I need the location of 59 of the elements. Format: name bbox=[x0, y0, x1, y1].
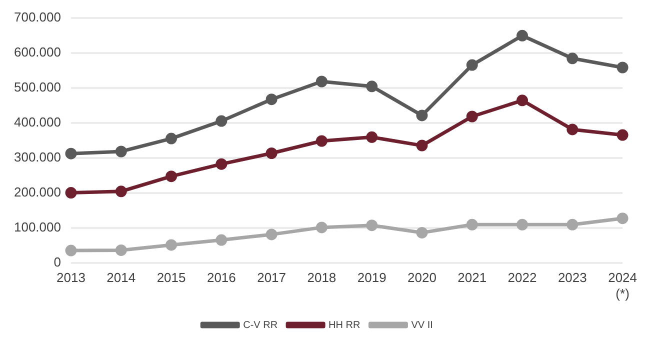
point bbox=[466, 218, 478, 230]
point bbox=[316, 135, 328, 147]
point bbox=[416, 226, 428, 238]
y-tick-label: 100.000 bbox=[14, 219, 61, 234]
x-tick-label: 2017 bbox=[257, 270, 286, 286]
point bbox=[566, 218, 578, 230]
point bbox=[466, 110, 478, 122]
point bbox=[616, 212, 628, 224]
x-tick-label: 2016 bbox=[206, 270, 236, 286]
point bbox=[216, 234, 228, 246]
x-tick-label: 2022 bbox=[508, 270, 537, 286]
point bbox=[266, 94, 278, 106]
y-tick-label: 500.000 bbox=[14, 79, 61, 94]
point bbox=[566, 124, 578, 136]
y-tick-label: 0 bbox=[54, 254, 61, 270]
point bbox=[65, 244, 77, 256]
point bbox=[366, 80, 378, 92]
point bbox=[166, 170, 178, 182]
point bbox=[316, 222, 328, 234]
x-tick-label: 2019 bbox=[357, 270, 386, 286]
point bbox=[516, 218, 528, 230]
point bbox=[166, 132, 178, 144]
point bbox=[366, 220, 378, 232]
x-tick-label: 2021 bbox=[458, 270, 487, 286]
x-tick-label: 2023 bbox=[558, 270, 587, 286]
point bbox=[466, 59, 478, 71]
y-tick-label: 300.000 bbox=[14, 149, 61, 164]
y-tick-label: 200.000 bbox=[14, 184, 61, 200]
point bbox=[316, 76, 328, 88]
point bbox=[216, 158, 228, 170]
point bbox=[65, 148, 77, 160]
point bbox=[115, 186, 127, 198]
x-tick-label: 2024 (*) bbox=[608, 270, 637, 301]
point bbox=[266, 148, 278, 159]
point bbox=[566, 52, 578, 64]
point bbox=[366, 131, 378, 143]
x-tick-label: 2018 bbox=[307, 270, 336, 286]
y-tick-label: 700.000 bbox=[14, 9, 61, 24]
point bbox=[216, 115, 228, 127]
legend-label: HH RR bbox=[328, 320, 360, 331]
point bbox=[616, 129, 628, 141]
x-tick-label: 2020 bbox=[408, 270, 436, 286]
point bbox=[115, 244, 127, 256]
y-tick-label: 400.000 bbox=[14, 114, 61, 130]
point bbox=[416, 110, 428, 122]
x-tick-label: 2013 bbox=[56, 270, 86, 286]
point bbox=[65, 187, 77, 199]
point bbox=[166, 239, 178, 251]
point bbox=[115, 146, 127, 158]
point bbox=[516, 30, 528, 42]
legend-label: C-V RR bbox=[243, 320, 278, 331]
x-tick-label: 2014 bbox=[106, 270, 136, 286]
y-tick-label: 600.000 bbox=[14, 44, 61, 60]
point bbox=[616, 62, 628, 74]
point bbox=[416, 140, 428, 152]
point bbox=[516, 94, 528, 106]
point bbox=[266, 228, 278, 240]
x-tick-label: 2015 bbox=[156, 270, 186, 286]
legend-label: VV II bbox=[411, 320, 433, 331]
